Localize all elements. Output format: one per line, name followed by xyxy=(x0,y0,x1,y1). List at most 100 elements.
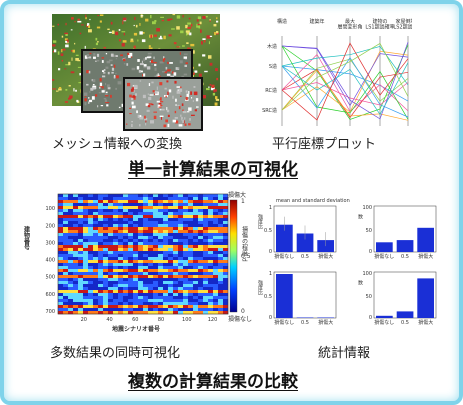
heatmap-cell xyxy=(148,203,154,207)
heatmap-cell xyxy=(83,281,89,285)
heatmap-cell xyxy=(193,281,199,285)
heatmap-cell xyxy=(93,266,99,270)
heatmap-cell xyxy=(148,269,154,273)
heatmap-cell xyxy=(103,224,109,228)
heatmap-cell xyxy=(183,194,189,198)
heatmap-cell xyxy=(78,236,84,240)
heatmap-cell xyxy=(93,194,99,198)
heatmap-cell xyxy=(58,218,64,222)
heatmap-cell xyxy=(58,263,64,267)
heatmap-cell xyxy=(193,293,199,297)
heatmap-cell xyxy=(218,260,224,264)
heatmap-cell xyxy=(223,197,229,201)
mesh-cell xyxy=(87,23,90,26)
heatmap-cell xyxy=(58,200,64,204)
heatmap-cell xyxy=(93,272,99,276)
heatmap-cell xyxy=(123,287,129,291)
heatmap-cell xyxy=(73,197,79,201)
mesh-cell xyxy=(70,29,73,31)
heatmap-cell xyxy=(83,251,89,255)
heatmap-cell xyxy=(153,206,159,210)
heatmap-cell xyxy=(118,200,124,204)
heatmap-cell xyxy=(83,269,89,273)
heatmap-cell xyxy=(73,308,79,312)
heatmap-cell xyxy=(173,233,179,237)
heatmap-cell xyxy=(88,206,94,210)
heatmap-cell xyxy=(173,308,179,312)
heatmap-cell xyxy=(203,251,209,255)
pc-row-label: S造 xyxy=(269,63,277,70)
mesh-cell xyxy=(213,89,215,93)
heatmap-cell xyxy=(218,206,224,210)
mesh-cell xyxy=(147,105,151,108)
heatmap-cell xyxy=(188,263,194,267)
heatmap-cell xyxy=(138,218,144,222)
mesh-cell xyxy=(118,106,121,109)
heatmap-cell xyxy=(118,305,124,309)
mesh-cell xyxy=(96,26,101,29)
heatmap-cell xyxy=(83,278,89,282)
heatmap-cell xyxy=(153,278,159,282)
mesh-cell xyxy=(123,63,126,65)
heatmap-cell xyxy=(163,224,169,228)
heatmap-cell xyxy=(98,242,104,246)
heatmap-cell xyxy=(193,272,199,276)
heatmap-cell xyxy=(73,263,79,267)
heatmap-cell xyxy=(148,230,154,234)
heatmap-cell xyxy=(183,299,189,303)
heatmap-cell xyxy=(178,272,184,276)
mesh-cell xyxy=(105,102,110,104)
heatmap-cell xyxy=(138,269,144,273)
mesh-cell xyxy=(95,59,100,62)
heatmap-cell xyxy=(223,305,229,309)
heatmap-cell xyxy=(143,275,149,279)
heatmap-cell xyxy=(203,260,209,264)
heatmap-cell xyxy=(158,194,164,198)
heatmap-cell xyxy=(73,230,79,234)
mesh-cell xyxy=(95,42,98,46)
heatmap-ytick: 300 xyxy=(45,240,55,246)
pc-series-line xyxy=(281,57,409,118)
heatmap-cell xyxy=(198,305,204,309)
heatmap-cell xyxy=(213,227,219,231)
mesh-cell xyxy=(115,31,119,36)
heatmap-cell xyxy=(148,302,154,306)
heatmap-cell xyxy=(123,239,129,243)
mesh-cell xyxy=(57,51,60,55)
heatmap-cell xyxy=(123,206,129,210)
heatmap-cell xyxy=(123,245,129,249)
heatmap-cell xyxy=(173,218,179,222)
heatmap-cell xyxy=(203,272,209,276)
heatmap-cell xyxy=(208,293,214,297)
heatmap-cell xyxy=(183,266,189,270)
mesh-cell xyxy=(151,81,154,84)
heatmap-cell xyxy=(198,296,204,300)
heatmap-cell xyxy=(73,284,79,288)
heatmap-cell xyxy=(183,215,189,219)
mesh-cell xyxy=(151,103,154,106)
heatmap-cell xyxy=(203,281,209,285)
heatmap-cell xyxy=(113,227,119,231)
heatmap-cell xyxy=(193,239,199,243)
heatmap-cell xyxy=(178,221,184,225)
bar-ytick: 0 xyxy=(269,249,272,255)
heatmap-cell xyxy=(78,218,84,222)
heatmap-cell xyxy=(158,197,164,201)
heatmap-cell xyxy=(153,302,159,306)
heatmap-cell xyxy=(78,194,84,198)
heatmap-cell xyxy=(193,311,199,315)
heatmap-cell xyxy=(78,242,84,246)
heatmap-cell xyxy=(193,209,199,213)
heatmap-cell xyxy=(183,236,189,240)
heatmap-cell xyxy=(113,209,119,213)
heatmap-cell xyxy=(73,221,79,225)
heatmap-cell xyxy=(93,215,99,219)
mesh-cell xyxy=(74,42,76,45)
heatmap-cell xyxy=(208,302,214,306)
mesh-cell xyxy=(210,87,215,91)
mesh-cell xyxy=(182,14,184,18)
mesh-cell xyxy=(188,17,191,20)
heatmap-cell xyxy=(93,254,99,258)
heatmap-cell xyxy=(158,221,164,225)
heatmap-cell xyxy=(163,200,169,204)
